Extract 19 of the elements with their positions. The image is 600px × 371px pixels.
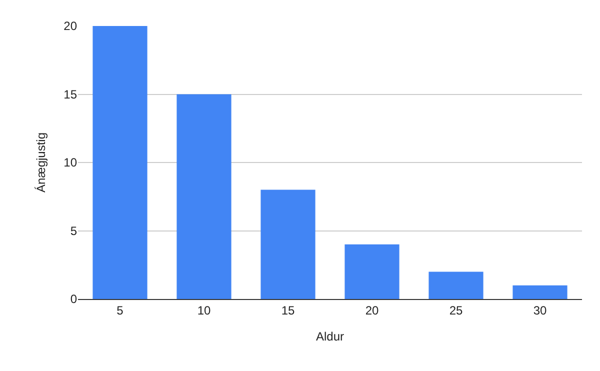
y-axis-title: Ánægjustig <box>34 132 48 193</box>
x-tick-label: 10 <box>197 303 211 318</box>
y-tick-label: 15 <box>64 87 78 102</box>
x-tick-label: 5 <box>116 303 124 318</box>
bar <box>512 285 568 299</box>
bar <box>92 26 148 299</box>
bar <box>428 272 484 299</box>
x-axis-title: Aldur <box>316 329 344 344</box>
bar <box>176 94 232 299</box>
bar <box>260 190 316 299</box>
x-tick-label: 30 <box>533 303 547 318</box>
y-tick-label: 0 <box>70 292 78 306</box>
y-tick-label: 5 <box>70 224 78 238</box>
y-tick-label: 10 <box>64 156 78 170</box>
x-tick-label: 25 <box>449 303 463 318</box>
x-tick-label: 15 <box>281 303 295 318</box>
bar <box>344 244 400 299</box>
y-tick-label: 20 <box>64 19 78 34</box>
x-tick-label: 20 <box>365 303 379 318</box>
